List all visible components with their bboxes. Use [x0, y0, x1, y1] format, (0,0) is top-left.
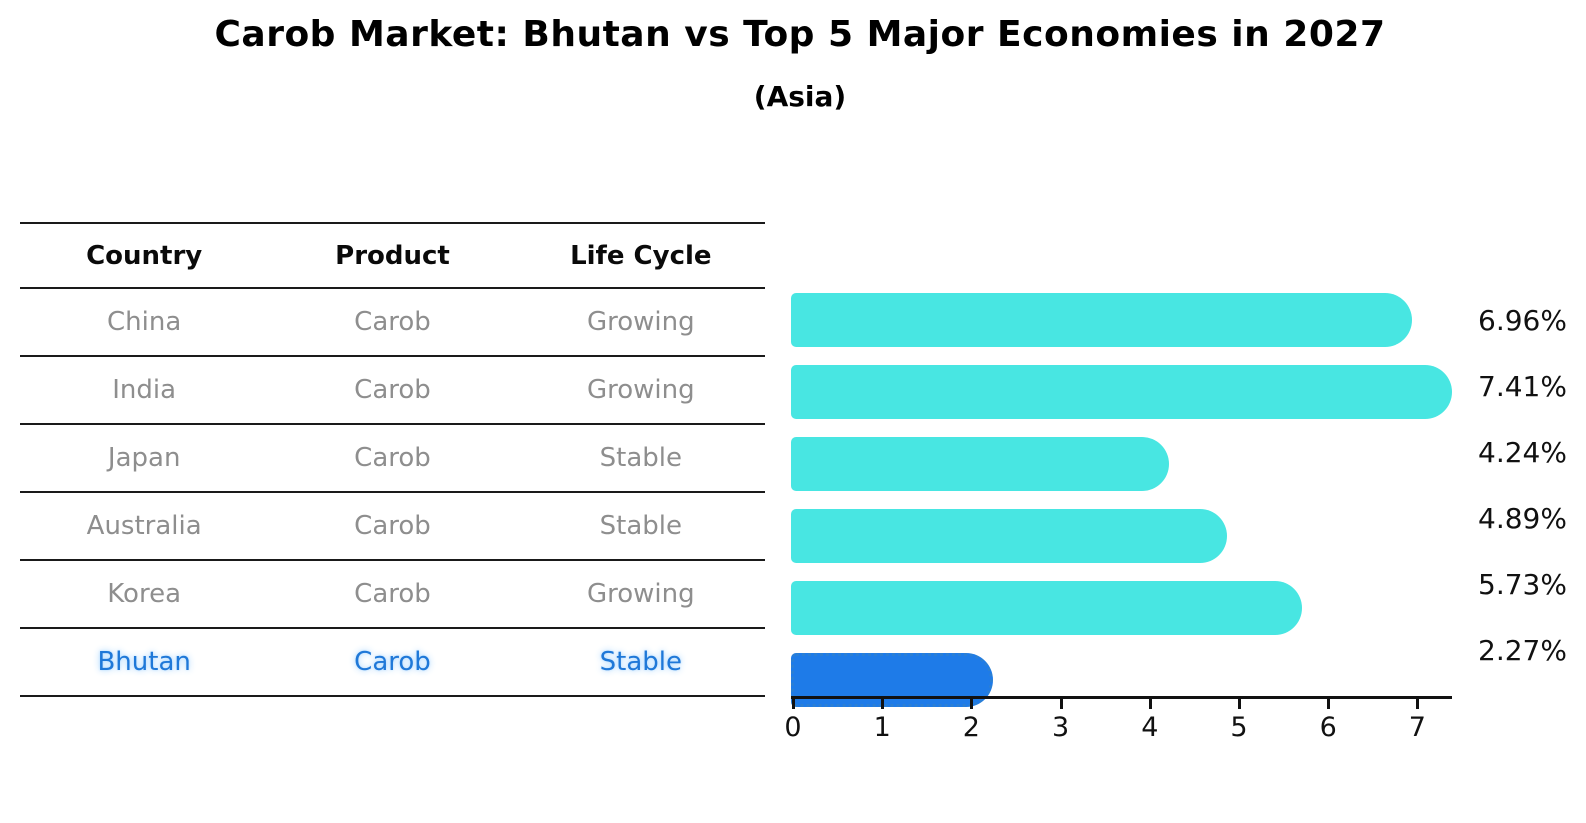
tick-mark [1327, 699, 1331, 709]
tick-mark [1148, 699, 1152, 709]
column-header: Product [335, 240, 450, 271]
tick-mark [970, 699, 974, 709]
chart-subtitle: (Asia) [753, 80, 847, 113]
bar-row [791, 293, 1460, 359]
lifecycle-cell: Growing [586, 375, 695, 405]
tick-label: 4 [1141, 712, 1159, 743]
tick-label: 0 [784, 712, 802, 743]
table-row: Korea Carob Growing [20, 561, 765, 629]
bar-row [791, 509, 1460, 575]
table-row: Japan Carob Stable [20, 425, 765, 493]
product-cell: Carob [354, 579, 431, 609]
tick-label: 7 [1408, 712, 1426, 743]
value-label: 5.73% [1478, 567, 1567, 601]
tick-mark [792, 699, 795, 709]
product-cell: Carob [354, 307, 431, 337]
bar-australia [791, 509, 1228, 563]
tick-mark [1416, 699, 1420, 709]
bar-china [791, 293, 1412, 347]
column-header: Life Cycle [570, 240, 712, 271]
value-label: 4.24% [1478, 435, 1567, 469]
table-header-row: Country Product Life Cycle [20, 224, 765, 289]
lifecycle-cell: Growing [586, 579, 695, 609]
bar-japan [791, 437, 1170, 491]
lifecycle-cell: Stable [599, 647, 682, 677]
value-label: 2.27% [1478, 633, 1567, 667]
tick-label: 5 [1230, 712, 1248, 743]
lifecycle-cell: Stable [599, 443, 682, 473]
country-table: Country Product Life Cycle China Carob Growi… [20, 222, 765, 697]
country-cell: Bhutan [97, 647, 191, 677]
column-header: Country [86, 240, 203, 271]
value-label: 4.89% [1478, 501, 1567, 535]
tick-mark [1238, 699, 1241, 709]
bar-row [791, 365, 1460, 431]
tick-label: 3 [1052, 712, 1070, 743]
tick-label: 2 [962, 712, 980, 743]
bar-chart-area [791, 287, 1460, 707]
tick-label: 6 [1319, 712, 1337, 743]
table-row: Bhutan Carob Stable [20, 629, 765, 697]
value-labels: 6.96% 7.41% 4.24% 4.89% 5.73% 2.27% [1478, 287, 1586, 683]
table-row: China Carob Growing [20, 289, 765, 357]
value-label: 7.41% [1478, 369, 1567, 403]
country-cell: Japan [107, 443, 181, 473]
country-cell: Australia [86, 511, 202, 541]
tick-mark [881, 699, 885, 709]
x-axis: 0 1 2 3 4 5 6 7 [784, 696, 1460, 756]
bar-row [791, 581, 1460, 647]
table-row: India Carob Growing [20, 357, 765, 425]
country-cell: India [112, 375, 177, 405]
table-body: China Carob Growing India Carob Growing Japan C… [20, 289, 765, 697]
lifecycle-cell: Stable [599, 511, 682, 541]
tick-label: 1 [873, 712, 891, 743]
x-axis-line [791, 696, 1452, 699]
value-label: 6.96% [1478, 303, 1567, 337]
table-row: Australia Carob Stable [20, 493, 765, 561]
product-cell: Carob [354, 647, 431, 677]
country-cell: Korea [107, 579, 182, 609]
product-cell: Carob [354, 375, 431, 405]
country-cell: China [107, 307, 182, 337]
bar-korea [791, 581, 1303, 635]
tick-mark [1059, 699, 1063, 709]
bar-india [791, 365, 1452, 419]
lifecycle-cell: Growing [586, 307, 695, 337]
product-cell: Carob [354, 443, 431, 473]
bar-row [791, 437, 1460, 503]
product-cell: Carob [354, 511, 431, 541]
chart-title: Carob Market: Bhutan vs Top 5 Major Econ… [214, 14, 1386, 55]
